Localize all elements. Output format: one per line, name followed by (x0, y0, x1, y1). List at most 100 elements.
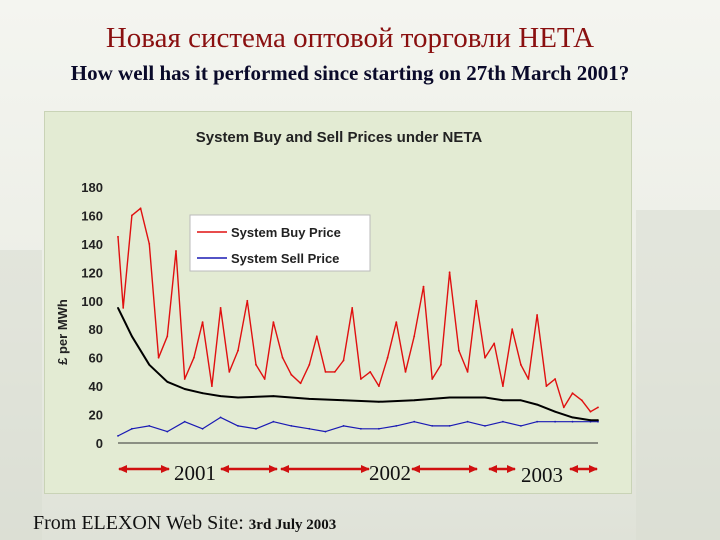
system-buy-price-line (117, 207, 599, 413)
trend-line (117, 307, 598, 422)
system-buy-price-point (589, 410, 592, 413)
trend-point (342, 399, 345, 402)
system-buy-price-point (527, 378, 530, 380)
plot-area (117, 207, 599, 444)
trend-point (201, 392, 204, 395)
system-buy-price-point (466, 371, 469, 373)
trend-points (117, 307, 599, 422)
trend-point (589, 419, 592, 422)
system-buy-price-point (255, 363, 257, 366)
system-sell-price-point (201, 427, 204, 430)
trend-point (308, 398, 311, 400)
system-sell-price-point (597, 420, 599, 423)
system-sell-price-line (117, 416, 598, 437)
system-buy-price-point (299, 382, 302, 385)
system-buy-price-point (290, 373, 293, 376)
system-buy-price-point (183, 378, 186, 380)
year-label-2002: 2002 (369, 461, 411, 485)
system-buy-price-point (562, 406, 565, 409)
system-sell-price-point (308, 427, 311, 430)
system-sell-price-point (290, 425, 293, 427)
year-label-2001: 2001 (174, 461, 216, 485)
trend-point (597, 419, 599, 422)
system-buy-price-point (597, 406, 599, 409)
trend-point (554, 410, 556, 413)
system-buy-price-point (272, 321, 275, 323)
system-buy-price-point (351, 307, 354, 309)
year-label-2003: 2003 (521, 463, 563, 487)
system-buy-price-point (502, 385, 504, 387)
trend-point (484, 396, 486, 399)
system-buy-price-point (554, 378, 556, 380)
system-buy-price-point (324, 371, 327, 373)
system-buy-price-point (281, 356, 284, 359)
trend-point (183, 388, 186, 390)
y-tick-label: 40 (89, 379, 103, 394)
system-buy-price-point (571, 392, 574, 395)
y-axis-ticks: 0 20 40 60 80 100 120 140 160 180 (81, 180, 103, 451)
legend: System Buy Price System Sell Price (189, 214, 371, 272)
system-buy-price-point (386, 356, 389, 359)
trend-point (520, 399, 522, 402)
trend-point (117, 307, 119, 309)
system-buy-price-point (308, 363, 311, 366)
trend-point (219, 395, 222, 397)
system-sell-price-point (360, 427, 362, 430)
legend-box (189, 214, 371, 272)
system-sell-price-point (378, 427, 380, 430)
trend-point (413, 399, 416, 402)
system-sell-price-point (589, 420, 592, 423)
system-buy-price-point (211, 385, 213, 387)
system-buy-price-point (360, 378, 362, 380)
background-building-left (0, 250, 42, 540)
trend-point (448, 396, 451, 399)
system-buy-price-point (536, 314, 538, 316)
system-buy-price-point (378, 385, 380, 387)
system-sell-price-point (324, 430, 327, 433)
system-buy-price-point (342, 359, 345, 362)
system-buy-price-point (484, 356, 486, 359)
trend-point (536, 403, 538, 406)
slide-title: Новая система оптовой торговли НЕТА (105, 22, 595, 54)
trend-point (148, 363, 151, 366)
system-sell-price-point (466, 420, 469, 423)
system-buy-price-point (369, 371, 372, 373)
system-sell-price-point (183, 420, 186, 423)
system-sell-price-point (502, 420, 504, 423)
system-sell-price-point (554, 420, 556, 423)
system-buy-price-points (117, 207, 599, 413)
system-buy-price-point (201, 321, 204, 323)
system-buy-price-point (148, 243, 151, 245)
system-buy-price-point (458, 349, 460, 352)
y-tick-label: 60 (89, 351, 103, 366)
system-sell-price-point (431, 425, 434, 427)
system-buy-price-point (122, 307, 125, 309)
system-sell-price-point (166, 430, 169, 433)
system-buy-price-point (413, 335, 416, 338)
system-sell-price-point (237, 425, 239, 427)
trend-point (571, 416, 574, 419)
system-buy-price-point (157, 356, 160, 359)
system-sell-price-point (272, 420, 275, 423)
system-buy-price-point (131, 214, 133, 217)
system-buy-price-point (315, 335, 318, 338)
system-buy-price-point (139, 207, 142, 210)
system-sell-price-point (520, 425, 522, 427)
system-sell-price-point (448, 425, 451, 427)
background-building-right (636, 210, 720, 540)
system-buy-price-point (580, 399, 583, 402)
system-buy-price-point (404, 371, 407, 373)
footer-source: From ELEXON Web Site: 3rd July 2003 (33, 512, 336, 535)
system-buy-price-point (475, 299, 478, 302)
system-sell-price-point (117, 435, 119, 437)
y-tick-label: 100 (81, 294, 103, 309)
system-buy-price-point (219, 307, 222, 309)
system-buy-price-point (422, 285, 425, 288)
trend-point (502, 399, 504, 402)
slide-subtitle: How well has it performed since starting… (70, 61, 630, 85)
system-sell-price-point (536, 420, 538, 423)
legend-buy-label: System Buy Price (231, 225, 341, 240)
system-buy-price-point (440, 363, 442, 366)
trend-point (166, 380, 169, 383)
system-sell-price-point (413, 420, 416, 423)
